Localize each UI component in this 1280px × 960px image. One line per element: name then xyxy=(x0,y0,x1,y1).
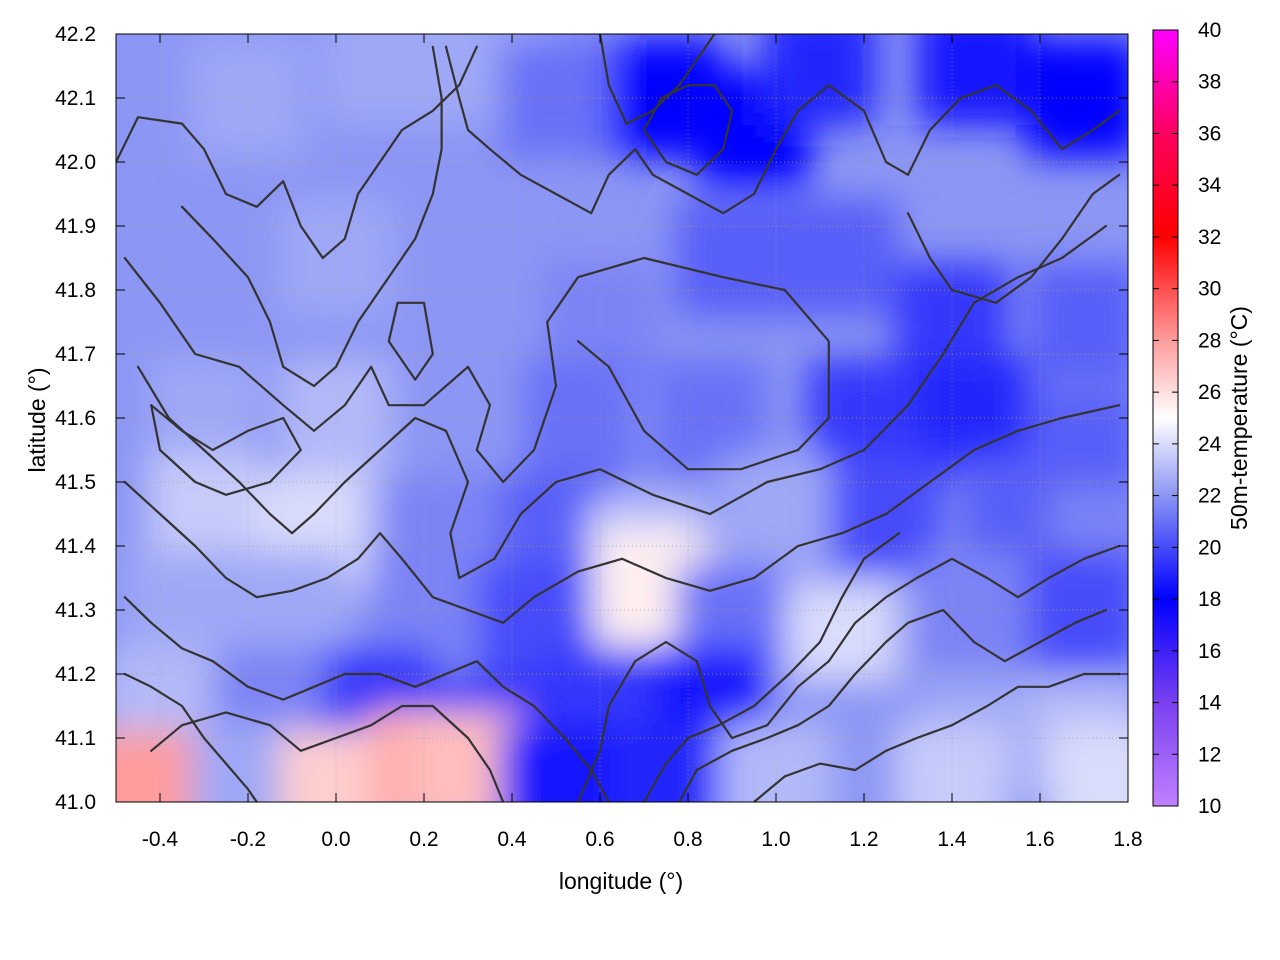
contour-line xyxy=(752,672,1121,802)
contour-line xyxy=(444,45,1121,215)
colorbar-tick-label: 34 xyxy=(1198,174,1222,197)
field-cell xyxy=(917,34,1031,126)
x-tick-label: 0.0 xyxy=(321,828,350,851)
y-tick-label: 41.4 xyxy=(55,535,96,558)
field-cell xyxy=(323,34,437,126)
x-tick-label: 1.6 xyxy=(1025,828,1054,851)
field-cell xyxy=(521,358,635,478)
field-cell xyxy=(499,723,613,802)
contour-line xyxy=(123,672,258,802)
y-tick-label: 42.0 xyxy=(55,151,96,174)
field-cell xyxy=(675,198,789,318)
colorbar-tick-label: 16 xyxy=(1198,640,1221,663)
colorbar-tick-label: 38 xyxy=(1198,71,1221,94)
y-tick-label: 41.9 xyxy=(55,215,96,238)
contour-line xyxy=(150,404,302,496)
contour-line xyxy=(598,34,716,125)
colorbar-tick-label: 28 xyxy=(1198,329,1221,352)
contour-line xyxy=(180,45,443,388)
contour-line xyxy=(642,532,901,802)
x-tick-label: 0.8 xyxy=(673,828,702,851)
y-tick-label: 41.6 xyxy=(55,407,96,430)
plot-area xyxy=(116,34,1128,802)
colorbar-ticks: 10 12 14 16 18 20 22 24 26 28 30 32 34 36 38 40 xyxy=(1153,19,1222,818)
y-tick-label: 41.7 xyxy=(55,343,96,366)
x-tick-label: 0.6 xyxy=(585,828,614,851)
colorbar-tick-label: 30 xyxy=(1198,278,1221,301)
y-tick-label: 41.0 xyxy=(55,791,96,814)
x-tick-label: 0.4 xyxy=(497,828,527,851)
colorbar-tick-label: 40 xyxy=(1198,19,1221,42)
field-cell xyxy=(116,730,195,802)
y-tick-label: 41.3 xyxy=(55,599,96,622)
contour-line xyxy=(116,45,478,260)
field-cell xyxy=(1027,262,1128,382)
colorbar-tick-label: 22 xyxy=(1198,485,1221,508)
colorbar-tick-label: 36 xyxy=(1198,122,1221,145)
contour-line xyxy=(906,173,1121,304)
contour-line xyxy=(136,224,1108,580)
x-tick-label: 1.2 xyxy=(849,828,878,851)
x-tick-label: 1.4 xyxy=(937,828,967,851)
y-tick-label: 41.1 xyxy=(55,727,96,750)
field-cell xyxy=(763,34,877,126)
x-axis-label: longitude (°) xyxy=(559,868,683,894)
y-axis-ticks: 41.0 41.1 41.2 41.3 41.4 41.5 41.6 41.7 41.8 41.9… xyxy=(55,23,1128,814)
x-axis-ticks: -0.4 -0.2 0.0 0.2 0.4 0.6 0.8 1.0 1.2 1.4 1.6 1.8 xyxy=(142,34,1143,851)
x-tick-label: 1.8 xyxy=(1113,828,1142,851)
contour-line xyxy=(123,256,830,484)
colorbar-tick-label: 32 xyxy=(1198,226,1221,249)
colorbar-label: 50m-temperature (°C) xyxy=(1226,306,1252,530)
colorbar xyxy=(1152,29,1179,807)
x-tick-label: -0.2 xyxy=(230,828,266,851)
contour-line xyxy=(576,544,1121,802)
colorbar-tick-label: 24 xyxy=(1198,433,1222,456)
contour-line xyxy=(642,84,734,176)
x-tick-label: 1.0 xyxy=(761,828,790,851)
contour-lines xyxy=(116,34,1121,802)
x-tick-label: -0.4 xyxy=(142,828,179,851)
contour-line xyxy=(123,596,610,802)
y-axis-label: latitude (°) xyxy=(24,367,50,472)
contour-line xyxy=(387,301,434,381)
x-tick-label: 0.2 xyxy=(409,828,438,851)
field-cell xyxy=(785,198,899,318)
y-tick-label: 42.1 xyxy=(55,87,96,110)
y-tick-label: 41.8 xyxy=(55,279,96,302)
y-tick-label: 41.5 xyxy=(55,471,96,494)
contour-line xyxy=(123,404,1121,624)
contour-line xyxy=(678,608,1108,802)
field-cell xyxy=(1049,723,1128,802)
temperature-field xyxy=(116,34,1128,802)
colorbar-tick-label: 18 xyxy=(1198,588,1221,611)
contour-line xyxy=(150,704,505,802)
colorbar-tick-label: 26 xyxy=(1198,381,1221,404)
y-tick-label: 42.2 xyxy=(55,23,96,46)
colorbar-tick-label: 12 xyxy=(1198,743,1221,766)
field-cell xyxy=(116,34,195,126)
y-tick-label: 41.2 xyxy=(55,663,96,686)
colorbar-tick-label: 14 xyxy=(1198,692,1222,715)
colorbar-tick-label: 20 xyxy=(1198,536,1221,559)
colorbar-tick-label: 10 xyxy=(1198,795,1221,818)
